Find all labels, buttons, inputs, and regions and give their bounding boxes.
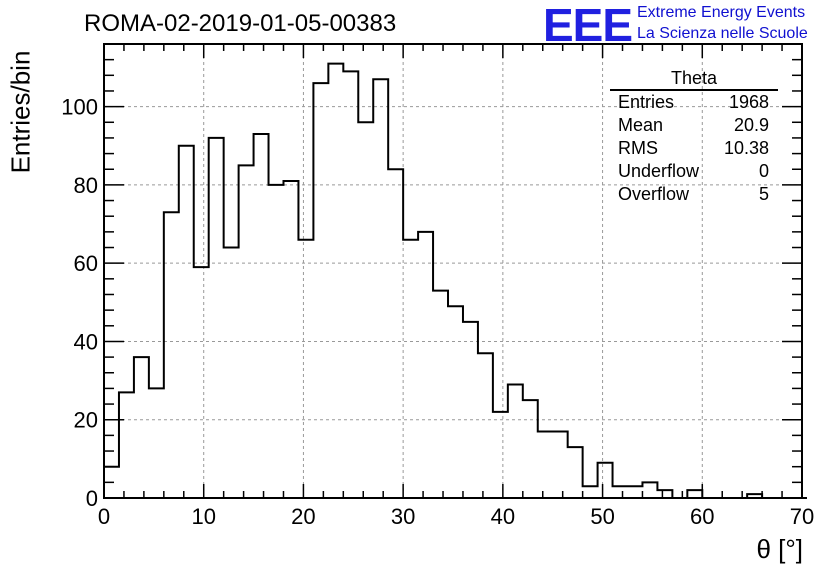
eee-logo: EEE [543,0,633,51]
histogram-bin [568,447,583,498]
histogram-bin [687,490,702,498]
histogram-bin [613,486,628,498]
y-tick-label: 60 [74,251,98,276]
stats-label: Mean [618,115,664,135]
histogram-bin [239,165,254,498]
histogram-bin [254,134,269,498]
histogram-bin [269,185,284,498]
stats-label: RMS [618,138,658,158]
x-tick-label: 70 [790,504,814,529]
stats-row-overflow: Overflow 5 [610,183,778,206]
histogram-bin [448,306,463,498]
histogram-bin [538,431,553,498]
histogram-bin [313,83,328,498]
y-tick-label: 80 [74,173,98,198]
stats-value: 5 [758,184,769,204]
x-tick-label: 50 [590,504,614,529]
x-tick-label: 10 [191,504,215,529]
plot-frame [103,43,803,499]
histogram-bin [298,240,313,498]
histogram-bin [553,431,568,498]
stats-value: 20.9 [733,115,769,135]
stats-value: 0 [758,161,769,181]
x-tick-label: 30 [391,504,415,529]
x-axis-label: θ [°] [756,534,803,564]
stats-box: Theta Entries 1968 Mean 20.9 RMS 10.38 U… [610,68,778,206]
stats-row-rms: RMS 10.38 [610,137,778,160]
stats-value: 1968 [728,92,769,112]
histogram-bin [373,79,388,498]
stats-label: Overflow [618,184,690,204]
x-tick-label: 20 [291,504,315,529]
stats-row-entries: Entries 1968 [610,91,778,114]
histogram-bin [493,412,508,498]
x-tick-label: 60 [690,504,714,529]
histogram-bin [583,486,598,498]
histogram-bin [628,486,643,498]
histogram-series [104,62,807,499]
histogram-bin [209,138,224,498]
histogram-bin [418,232,433,498]
stats-row-mean: Mean 20.9 [610,114,778,137]
histogram-bin [343,71,358,498]
histogram-bin [119,392,134,498]
x-tick-label: 40 [491,504,515,529]
histogram-bin [179,146,194,498]
x-tick-label: 0 [98,504,110,529]
stats-title: Theta [610,68,778,91]
histogram-bin [403,240,418,498]
histogram-bin [134,357,149,498]
logo-text-line1: Extreme Energy Events [637,4,806,21]
histogram-bin [388,169,403,498]
histogram-bin [478,353,493,498]
logo-text-line2: La Scienza nelle Scuole [637,25,808,42]
y-tick-label: 40 [74,329,98,354]
histogram-bin [283,181,298,498]
histogram-bin [523,400,538,498]
histogram-bin [149,388,164,498]
histogram-bin [224,248,239,498]
y-tick-label: 20 [74,408,98,433]
histogram-bin [463,322,478,498]
histogram-bin [358,122,373,498]
y-tick-label: 0 [86,486,98,511]
y-tick-label: 100 [61,95,98,120]
histogram-bin [508,385,523,499]
stats-label: Entries [618,92,675,112]
histogram-bin [328,64,343,498]
chart-title: ROMA-02-2019-01-05-00383 [84,10,397,37]
histogram-bin [194,267,209,498]
histogram-bin [598,463,613,498]
stats-value: 10.38 [723,138,769,158]
histogram-bin [642,482,657,498]
stats-label: Underflow [618,161,700,181]
histogram-bin [164,212,179,498]
stats-row-underflow: Underflow 0 [610,160,778,183]
histogram-bin [657,490,672,498]
histogram-bin [433,291,448,498]
